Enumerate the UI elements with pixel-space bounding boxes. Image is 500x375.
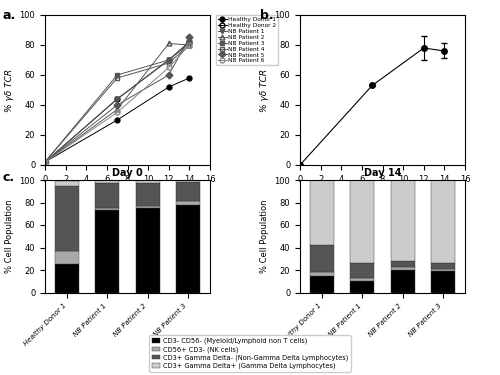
NB Patient 4 [114, 76, 120, 80]
Line: NB Patient 2: NB Patient 2 [42, 41, 192, 164]
Healthy Donor 1 [166, 85, 172, 89]
Title: Day 14: Day 14 [364, 168, 401, 178]
NB Patient 4 [42, 160, 48, 164]
Legend: CD3- CD56- (Myeloid/Lymphoid non T cells), CD56+ CD3- (NK cells), CD3+ Gamma Del: CD3- CD56- (Myeloid/Lymphoid non T cells… [150, 335, 350, 372]
Healthy Donor 2 [42, 160, 48, 164]
Y-axis label: % Cell Population: % Cell Population [5, 200, 14, 273]
X-axis label: Day: Day [374, 189, 392, 198]
Bar [310, 180, 334, 245]
Line: NB Patient 1: NB Patient 1 [42, 40, 192, 164]
NB Patient 3 [186, 41, 192, 46]
Bar [176, 205, 200, 292]
X-axis label: Day: Day [118, 189, 136, 198]
Bar [390, 270, 414, 292]
Bar [390, 267, 414, 270]
Bar [310, 245, 334, 272]
Healthy Donor 1 [186, 76, 192, 80]
Line: Healthy Donor 2: Healthy Donor 2 [42, 40, 192, 164]
Line: NB Patient 6: NB Patient 6 [42, 43, 192, 164]
Line: NB Patient 4: NB Patient 4 [42, 43, 192, 164]
Bar [136, 208, 160, 292]
Bar [431, 269, 455, 271]
Healthy Donor 2 [166, 58, 172, 62]
Bar [350, 180, 374, 263]
NB Patient 4 [186, 43, 192, 47]
NB Patient 4 [166, 61, 172, 65]
NB Patient 5 [42, 160, 48, 164]
NB Patient 1 [186, 40, 192, 44]
Y-axis label: % Cell Population: % Cell Population [260, 200, 269, 273]
Bar [136, 183, 160, 206]
Line: NB Patient 3: NB Patient 3 [42, 41, 192, 164]
Bar [350, 263, 374, 278]
NB Patient 1 [166, 58, 172, 62]
Bar [176, 182, 200, 201]
Bar [55, 264, 79, 292]
NB Patient 5 [114, 103, 120, 107]
Title: Day 0: Day 0 [112, 168, 143, 178]
NB Patient 6 [114, 110, 120, 115]
Legend: Healthy Donor 1, Healthy Donor 2, NB Patient 1, NB Patient 2, NB Patient 3, NB P: Healthy Donor 1, Healthy Donor 2, NB Pat… [216, 15, 278, 65]
Bar [176, 201, 200, 205]
Bar [136, 180, 160, 183]
Line: NB Patient 5: NB Patient 5 [42, 35, 192, 164]
Bar [390, 261, 414, 267]
NB Patient 1 [114, 97, 120, 101]
Bar [55, 186, 79, 251]
NB Patient 1 [42, 160, 48, 164]
Healthy Donor 2 [186, 40, 192, 44]
Bar [350, 281, 374, 292]
NB Patient 6 [166, 65, 172, 70]
NB Patient 6 [186, 43, 192, 47]
Bar [96, 180, 120, 183]
NB Patient 2 [166, 41, 172, 46]
NB Patient 2 [114, 107, 120, 112]
Y-axis label: % γδ TCR: % γδ TCR [5, 68, 14, 112]
NB Patient 6 [42, 160, 48, 164]
Bar [431, 271, 455, 292]
NB Patient 5 [186, 35, 192, 40]
NB Patient 3 [166, 58, 172, 62]
Bar [176, 180, 200, 182]
Bar [431, 263, 455, 269]
Bar [310, 272, 334, 276]
Bar [96, 208, 120, 210]
Text: b.: b. [260, 9, 274, 22]
Healthy Donor 2 [114, 97, 120, 101]
Bar [310, 276, 334, 292]
Bar [96, 210, 120, 292]
Bar [96, 183, 120, 208]
NB Patient 3 [42, 160, 48, 164]
NB Patient 2 [186, 43, 192, 47]
NB Patient 5 [166, 73, 172, 77]
NB Patient 2 [42, 160, 48, 164]
Bar [55, 181, 79, 186]
Bar [350, 278, 374, 281]
Bar [55, 251, 79, 264]
Y-axis label: % γδ TCR: % γδ TCR [260, 68, 269, 112]
Healthy Donor 1 [114, 118, 120, 122]
Bar [431, 180, 455, 263]
Bar [136, 206, 160, 208]
Bar [390, 180, 414, 261]
Line: Healthy Donor 1: Healthy Donor 1 [42, 76, 192, 164]
NB Patient 3 [114, 73, 120, 77]
Text: c.: c. [2, 171, 14, 184]
Healthy Donor 1 [42, 160, 48, 164]
Text: a.: a. [2, 9, 16, 22]
